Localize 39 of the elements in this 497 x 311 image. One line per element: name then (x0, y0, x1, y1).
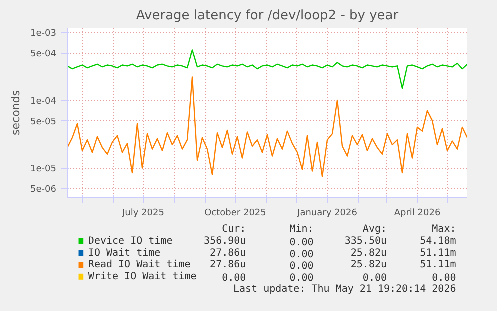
text: 27.86u (210, 260, 246, 271)
text: Avg: (362, 224, 388, 235)
legend-label: Device IO time (88, 236, 173, 247)
text: 27.86u (210, 248, 246, 259)
y-tick-label: 5e-04 (30, 50, 57, 60)
text: 0.00 (290, 238, 314, 248)
text: 51.11m (420, 260, 456, 271)
x-tick-label: April 2026 (394, 208, 441, 218)
text: 0.00 (362, 272, 388, 284)
text: 54.18m (420, 236, 456, 247)
y-axis-title: seconds (10, 90, 23, 136)
y-tick-label: 1e-05 (30, 164, 57, 175)
y-tick-label: 1e-04 (30, 96, 57, 107)
y-tick-label: 1e-03 (30, 29, 57, 40)
chart-title: Average latency for /dev/loop2 - by year (136, 8, 400, 24)
text: 335.50u (344, 236, 388, 247)
text: 0.00 (222, 272, 246, 284)
text: Max: (432, 224, 456, 235)
legend-label: IO Wait time (88, 248, 161, 259)
text: 0.00 (290, 261, 314, 272)
text: 0.00 (290, 249, 314, 260)
legend-label: Write IO Wait time (88, 271, 197, 282)
x-tick-label: January 2026 (296, 208, 358, 218)
text: 0.00 (432, 272, 456, 284)
line-series (68, 50, 468, 90)
text: 25.82u (350, 260, 388, 271)
text: 25.82u (350, 248, 388, 259)
x-tick-label: October 2025 (204, 208, 266, 218)
y-tick-label: 5e-05 (30, 117, 57, 128)
legend-label: Read IO Wait time (88, 260, 191, 271)
y-tick-label: 5e-06 (30, 185, 57, 196)
text: Last update: Thu May 21 19:20:14 2026 (233, 284, 456, 295)
text: 51.11m (420, 248, 456, 259)
text: Cur: (222, 224, 246, 235)
x-tick-label: July 2025 (122, 208, 164, 218)
text: 0.00 (290, 272, 314, 284)
text: Min: (290, 224, 314, 235)
text: 356.90u (204, 236, 246, 247)
line-series (68, 76, 468, 178)
